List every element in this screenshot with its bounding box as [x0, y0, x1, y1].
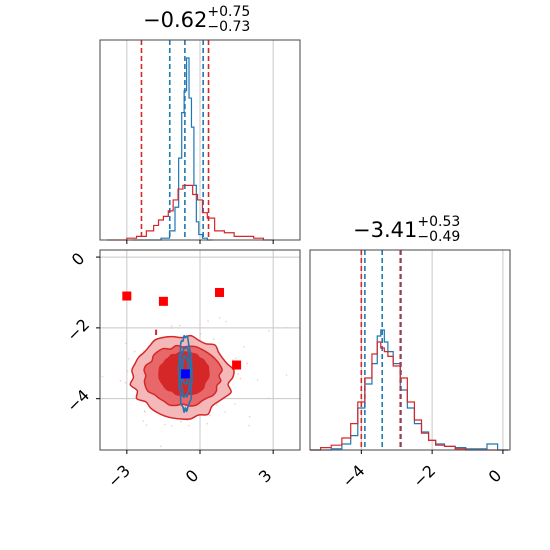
sample-point: [234, 357, 237, 359]
panel1-title-plus: +0.75: [207, 4, 251, 20]
sample-point: [180, 420, 182, 423]
sample-point: [224, 411, 226, 413]
blue-contour-outer: [177, 334, 194, 413]
sample-point: [246, 362, 248, 365]
sample-point: [170, 424, 173, 427]
sample-point: [144, 411, 146, 413]
sample-point: [225, 320, 227, 323]
sample-point: [218, 316, 221, 319]
sample-point: [243, 345, 245, 348]
sample-point: [125, 342, 127, 345]
panel3-frame: [309, 249, 511, 451]
y-tick-label: −4: [63, 386, 93, 416]
sample-point: [188, 424, 190, 427]
sample-point: [170, 325, 173, 327]
panel1-title-minus: −0.73: [207, 19, 251, 35]
truth-marker: [180, 369, 190, 379]
x-tick-label: −3: [104, 461, 134, 491]
sample-point: [124, 381, 127, 384]
panel2-title: −3.41 +0.53 −0.49: [353, 214, 469, 248]
truth-marker: [215, 287, 225, 297]
sample-point: [178, 324, 181, 327]
panel2-title-value: −3.41: [353, 218, 418, 242]
sample-point: [127, 357, 130, 360]
x-tick-label: −4: [338, 461, 368, 491]
sample-point: [170, 327, 173, 329]
panel1-title: −0.62 +0.75 −0.73: [143, 4, 259, 38]
truth-marker: [158, 296, 168, 306]
sample-point: [267, 397, 270, 400]
sample-point: [142, 349, 145, 352]
histogram-series-0: [310, 329, 509, 451]
sample-point: [209, 414, 211, 417]
sample-point: [206, 422, 208, 425]
sample-point: [248, 424, 250, 427]
sample-point: [212, 338, 215, 340]
sample-point: [142, 420, 145, 422]
sample-point: [207, 320, 209, 322]
sample-point: [216, 404, 218, 406]
sample-point: [256, 379, 259, 381]
sample-point: [119, 380, 122, 382]
sample-point: [232, 359, 234, 361]
sample-point: [248, 415, 251, 418]
y-tick-label: −2: [63, 315, 93, 345]
sample-point: [164, 423, 166, 426]
panel2-title-minus: −0.49: [417, 229, 461, 245]
histogram-series-1: [107, 184, 274, 241]
truth-marker: [122, 291, 132, 301]
x-tick-label: 0: [182, 466, 203, 487]
sample-point: [267, 329, 270, 332]
truth-marker: [232, 360, 242, 370]
panel2-title-plus: +0.53: [417, 214, 461, 230]
x-tick-label: 0: [485, 466, 506, 487]
sample-point: [234, 403, 236, 405]
sample-point: [199, 333, 202, 335]
sample-point: [285, 374, 288, 376]
sample-point: [237, 373, 239, 375]
panel1-title-value: −0.62: [143, 8, 208, 32]
x-tick-label: −2: [409, 461, 439, 491]
sample-point: [285, 326, 288, 329]
sample-point: [159, 445, 162, 448]
histogram-series-1: [310, 341, 509, 451]
y-tick-label: 0: [68, 249, 89, 270]
sample-point: [145, 424, 148, 426]
sample-point: [126, 370, 129, 373]
sample-point: [239, 377, 242, 380]
sample-point: [101, 375, 104, 378]
x-tick-label: 3: [255, 466, 276, 487]
sample-point: [133, 350, 136, 353]
